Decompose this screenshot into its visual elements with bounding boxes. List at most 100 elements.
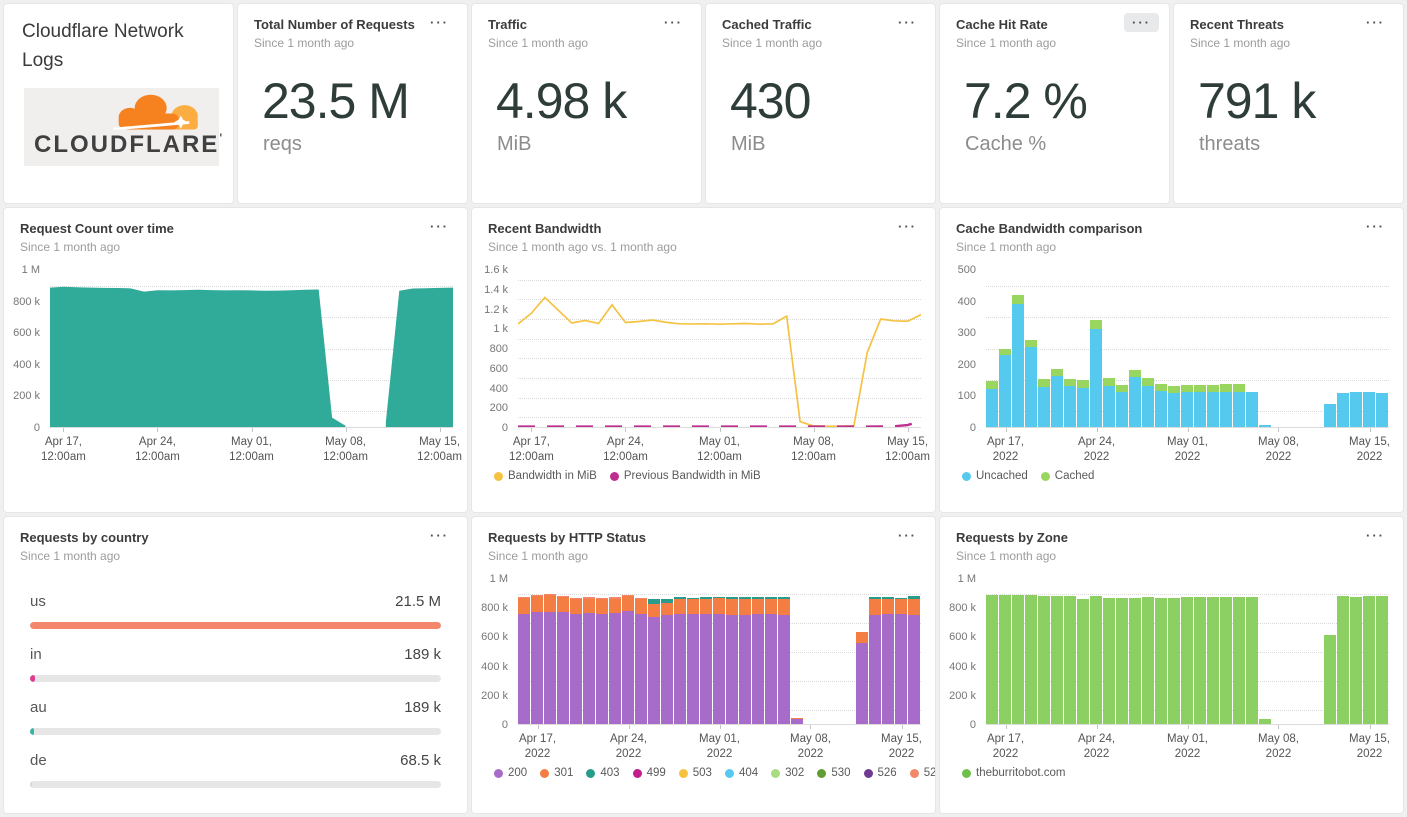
plot-column: Apr 17, 2022 Apr 24, 2022 May 01, 2022 May 08,… [986, 270, 1390, 468]
x-tick-mark [1369, 725, 1371, 729]
y-tick-label: 600 k [949, 631, 976, 644]
bar-segment [1116, 384, 1128, 393]
legend-item[interactable]: 530 [817, 767, 851, 779]
charts-row-2: Requests by country Since 1 month ago ··… [4, 517, 1403, 813]
country-bar-fill [30, 675, 35, 682]
country-value: 189 k [404, 646, 441, 663]
y-tick-label: 800 k [949, 602, 976, 615]
x-tick-mark [1187, 428, 1189, 432]
x-tick-mark [439, 428, 441, 432]
panel-menu-button[interactable]: ··· [1124, 13, 1159, 32]
country-code: au [30, 699, 47, 716]
bar-segment [765, 599, 777, 615]
bar-segment [674, 598, 686, 614]
legend-item[interactable]: theburritobot.com [962, 767, 1066, 779]
legend-item[interactable]: 524 [909, 767, 935, 779]
x-axis: Apr 17, 2022 Apr 24, 2022 May 01, 2022 May 08,… [986, 428, 1390, 468]
stat-value: 4.98 k [496, 73, 627, 129]
legend-item[interactable]: 526 [863, 767, 897, 779]
bar-segment [700, 614, 712, 724]
y-tick-label: 400 [957, 295, 976, 308]
stat-unit: MiB [497, 133, 532, 155]
bar-segment [609, 613, 621, 724]
x-tick-label: May 08, 2022 [1258, 436, 1299, 463]
country-bar-fill [30, 728, 35, 735]
legend-item[interactable]: 403 [586, 767, 620, 779]
panel-menu-button[interactable]: ··· [430, 15, 449, 30]
panel-subtitle: Since 1 month ago [1190, 36, 1291, 50]
x-tick-label: May 08, 2022 [1258, 733, 1299, 760]
bar-segment [518, 597, 530, 614]
bar-segment [1168, 597, 1180, 724]
legend-item[interactable]: Previous Bandwidth in MiB [609, 470, 761, 482]
cloudflare-logo-text: CLOUDFLARE' [34, 131, 225, 158]
y-tick-label: 800 k [481, 602, 508, 615]
panel-menu-button[interactable]: ··· [898, 15, 917, 30]
panel-menu-button[interactable]: ··· [1366, 528, 1385, 543]
panel-subtitle: Since 1 month ago [488, 36, 589, 50]
x-tick-label: May 01, 2022 [1167, 733, 1208, 760]
y-tick-label: 0 [33, 422, 40, 434]
panel-subtitle: Since 1 month ago [956, 549, 1057, 563]
legend-item[interactable]: 302 [771, 767, 804, 779]
panel-menu-button[interactable]: ··· [898, 219, 917, 234]
bar-segment [739, 596, 751, 599]
bar-segment [1116, 392, 1128, 427]
legend-item[interactable]: 503 [678, 767, 712, 779]
legend-dot-icon [962, 471, 971, 481]
bar-segment [1246, 391, 1258, 427]
y-tick-label: 300 [957, 327, 976, 340]
legend-item[interactable]: 200 [494, 767, 527, 779]
bar-segment [1376, 595, 1388, 724]
bar-segment [1129, 370, 1141, 378]
panel-menu-button[interactable]: ··· [898, 528, 917, 543]
bar-segment [583, 613, 595, 724]
panel-menu-button[interactable]: ··· [430, 219, 449, 234]
panel-title: Traffic [488, 17, 528, 32]
stat-value: 7.2 % [964, 73, 1088, 129]
country-code: in [30, 646, 42, 663]
bar-segment [609, 597, 621, 599]
legend-item[interactable]: Uncached [962, 470, 1028, 482]
bar-segment [1142, 386, 1154, 427]
legend-label: 503 [692, 767, 712, 779]
cloudflare-cloud-icon [98, 94, 212, 136]
panel-menu-button[interactable]: ··· [1366, 219, 1385, 234]
y-tick-label: 600 [489, 362, 508, 375]
legend-label: 301 [554, 767, 574, 779]
legend-item[interactable]: 404 [724, 767, 758, 779]
stat-unit: MiB [731, 133, 766, 155]
panel-title: Cache Bandwidth comparison [956, 221, 1143, 236]
panel-title: Total Number of Requests [254, 17, 415, 32]
x-tick-mark [63, 428, 65, 432]
legend-item[interactable]: 301 [540, 767, 573, 779]
bar-segment [661, 614, 673, 724]
bar-segment [1064, 385, 1076, 427]
bar-segment [648, 598, 660, 604]
bar-segment [778, 614, 790, 724]
bar-segment [895, 597, 907, 600]
legend-item[interactable]: 499 [632, 767, 666, 779]
country-row-header: au 189 k [30, 699, 441, 716]
bar-segment [1090, 320, 1102, 329]
legend-item[interactable]: Cached [1040, 470, 1094, 482]
panel-menu-button[interactable]: ··· [1366, 15, 1385, 30]
panel-menu-button[interactable]: ··· [430, 528, 449, 543]
y-tick-label: 1.4 k [484, 283, 508, 296]
y-axis: 1 M 800 k 600 k 400 k 200 k 0 [474, 573, 514, 731]
gridline [518, 358, 921, 360]
bar-segment [1168, 385, 1180, 394]
legend-item[interactable]: Bandwidth in MiB [494, 470, 597, 482]
bar-segment [1038, 379, 1050, 388]
stat-value: 430 [730, 73, 811, 129]
bar-segment [1337, 393, 1349, 427]
panel-subtitle: Since 1 month ago [488, 549, 589, 563]
legend-dot-icon [609, 471, 619, 481]
bar-segment [895, 599, 907, 614]
bar-segment [635, 598, 647, 615]
requests-by-zone-chart: 1 M 800 k 600 k 400 k 200 k 0 Apr 17, 2022 Apr 2… [940, 573, 1403, 813]
y-tick-label: 1.6 k [484, 264, 508, 276]
bar-segment [1129, 597, 1141, 724]
panel-menu-button[interactable]: ··· [664, 15, 683, 30]
